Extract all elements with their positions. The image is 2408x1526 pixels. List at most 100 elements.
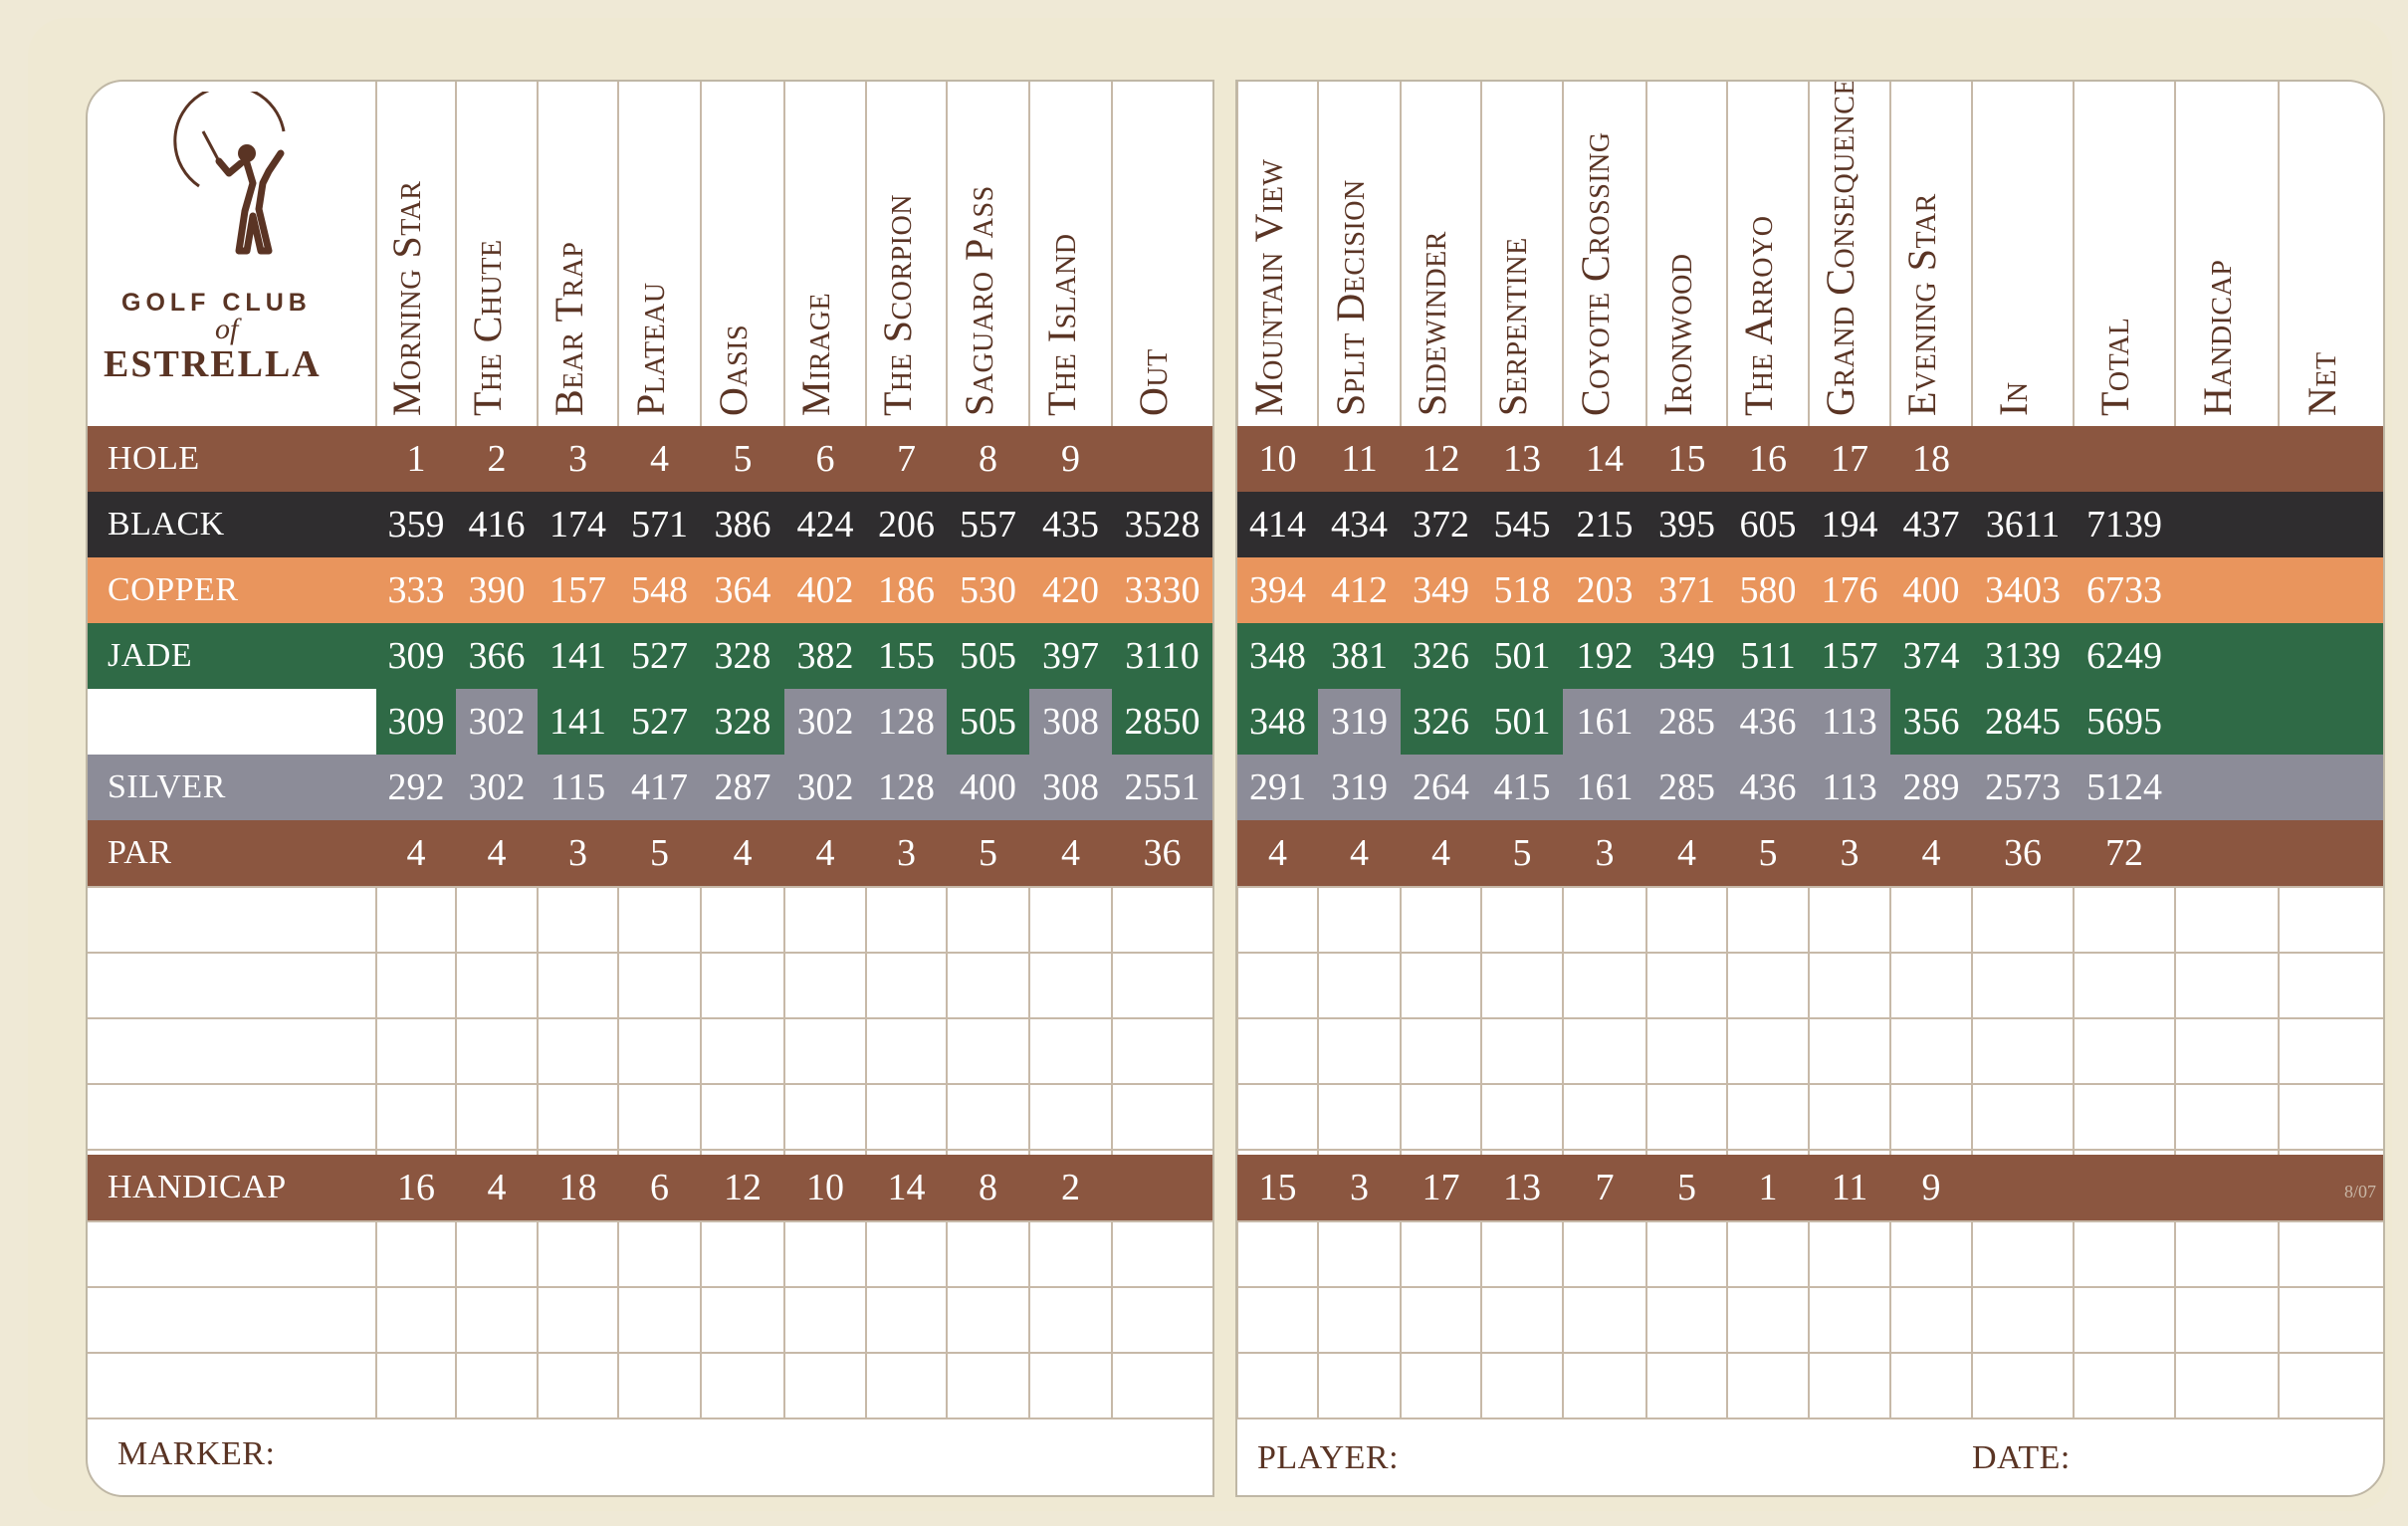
club-logo: GOLF CLUB of ESTRELLA xyxy=(88,82,386,426)
front-black-cell: 3528 xyxy=(1124,504,1201,545)
back-par-cell: 4 xyxy=(1921,832,1941,874)
front-mixed-cell: 128 xyxy=(866,689,947,755)
grid-line xyxy=(1726,886,1728,1155)
hole-name-text: Out xyxy=(1130,348,1176,416)
back-mixed-cell xyxy=(2175,689,2279,755)
back-copper-cell: 412 xyxy=(1331,569,1388,611)
back-row-mixed: 348 319 326 501 161 285 436 113 356 2845 5695 xyxy=(1237,689,2383,755)
score-line xyxy=(1237,1149,2383,1151)
front-jade-cell: 505 xyxy=(960,635,1016,677)
hole-name-text: The Chute xyxy=(465,239,510,416)
front-mixed-cell: 527 xyxy=(618,689,701,755)
back-silver-cell: 319 xyxy=(1331,766,1388,808)
back-hole-cell xyxy=(2175,426,2279,492)
grid-line xyxy=(375,82,377,426)
back-silver-cell: 285 xyxy=(1658,766,1715,808)
back-silver-cell: 161 xyxy=(1576,766,1634,808)
back-mixed-cell xyxy=(2279,689,2383,755)
back-par-cell: 4 xyxy=(1431,832,1450,874)
back-hole-name-header: Evening Star xyxy=(1890,82,1972,426)
front-handicap-cell: 12 xyxy=(724,1167,762,1208)
front-silver-cell: 417 xyxy=(631,766,688,808)
front-copper-cell: 420 xyxy=(1042,569,1099,611)
back-silver-cell: 264 xyxy=(1413,766,1469,808)
logo-line-1: GOLF CLUB xyxy=(121,289,312,317)
back-par-cell: 3 xyxy=(1840,832,1860,874)
front-par-cell: 5 xyxy=(979,832,997,874)
back-copper-cell: 518 xyxy=(1493,569,1551,611)
front-black-cell: 206 xyxy=(878,504,935,545)
back-handicap-cell: 9 xyxy=(1921,1167,1941,1208)
front-silver-cell: 2551 xyxy=(1124,766,1201,808)
front-jade-cell: 366 xyxy=(468,635,526,677)
back-copper-cell: 580 xyxy=(1739,569,1797,611)
grid-line xyxy=(1971,82,1973,426)
row-label-silver: SILVER xyxy=(108,768,226,805)
back-mixed-cell: 2845 xyxy=(1972,689,2074,755)
score-line xyxy=(1237,1352,2383,1354)
back-black-cell: 437 xyxy=(1902,504,1960,545)
back-jade-cell: 501 xyxy=(1493,635,1551,677)
front-copper-cell: 157 xyxy=(549,569,606,611)
front-mixed-cell: 141 xyxy=(538,689,618,755)
front-par-cell: 4 xyxy=(1061,832,1080,874)
score-line xyxy=(88,1286,1212,1288)
front-copper-cell: 390 xyxy=(468,569,526,611)
back-copper-cell: 3403 xyxy=(1985,569,2061,611)
back-black-cell: 7139 xyxy=(2086,504,2162,545)
row-label-par: PAR xyxy=(108,834,172,871)
grid-line xyxy=(1480,1220,1482,1417)
front-jade-cell: 3110 xyxy=(1125,635,1200,677)
back-hole-cell: 15 xyxy=(1667,438,1706,480)
grid-line xyxy=(375,886,377,1155)
golfer-logo-icon xyxy=(173,92,286,255)
front-handicap-cell: 8 xyxy=(979,1167,997,1208)
back-black-cell: 545 xyxy=(1493,504,1551,545)
back-hole-cell: 18 xyxy=(1912,438,1950,480)
back-hole-cell xyxy=(2074,426,2175,492)
back-jade-cell: 6249 xyxy=(2086,635,2162,677)
hole-name-text: Evening Star xyxy=(1899,193,1944,416)
back-copper-cell: 394 xyxy=(1249,569,1306,611)
hole-name-text: Morning Star xyxy=(384,180,429,416)
back-par-cell: 4 xyxy=(1268,832,1287,874)
back-copper-cell xyxy=(2279,557,2383,623)
back-row-par: 4 4 4 5 3 4 5 3 4 36 72 xyxy=(1237,820,2383,886)
front-mixed-cell: 302 xyxy=(784,689,866,755)
back-row-hole: 10 11 12 13 14 15 16 17 18 xyxy=(1237,426,2383,492)
grid-line xyxy=(1111,82,1113,426)
grid-line xyxy=(2073,82,2075,426)
hole-name-text: Serpentine xyxy=(1490,237,1535,416)
score-line xyxy=(88,1220,1212,1222)
front-black-cell: 386 xyxy=(714,504,771,545)
grid-line xyxy=(455,82,457,426)
front-mixed-cell: 302 xyxy=(456,689,538,755)
back-mixed-cell: 436 xyxy=(1727,689,1809,755)
grid-line xyxy=(1726,1220,1728,1417)
grid-line xyxy=(1237,1220,1238,1417)
front-par-cell: 4 xyxy=(406,832,426,874)
logo-line-3: ESTRELLA xyxy=(104,343,322,385)
back-jade-cell: 374 xyxy=(1902,635,1960,677)
back-black-cell: 414 xyxy=(1249,504,1306,545)
row-label-mixed: MIXED xyxy=(108,703,221,740)
front-hole-cell xyxy=(1112,426,1212,492)
back-mixed-cell: 285 xyxy=(1646,689,1727,755)
hole-name-text: Net xyxy=(2299,351,2344,416)
front-mixed-cell: 328 xyxy=(701,689,784,755)
grid-line xyxy=(1808,886,1810,1155)
front-copper-cell: 530 xyxy=(960,569,1016,611)
grid-line xyxy=(455,886,457,1155)
row-label-handicap: HANDICAP xyxy=(108,1169,287,1205)
front-black-cell: 424 xyxy=(796,504,854,545)
grid-line xyxy=(2278,886,2280,1155)
grid-line xyxy=(1317,82,1319,426)
front-copper-cell: 333 xyxy=(387,569,445,611)
back-handicap-cell: 15 xyxy=(1258,1167,1297,1208)
back-jade-cell: 3139 xyxy=(1985,635,2061,677)
hole-name-text: Split Decision xyxy=(1327,179,1373,416)
front-hole-cell: 5 xyxy=(733,438,753,480)
grid-line xyxy=(1971,886,1973,1155)
score-line xyxy=(1237,1220,2383,1222)
front-copper-cell: 186 xyxy=(878,569,935,611)
